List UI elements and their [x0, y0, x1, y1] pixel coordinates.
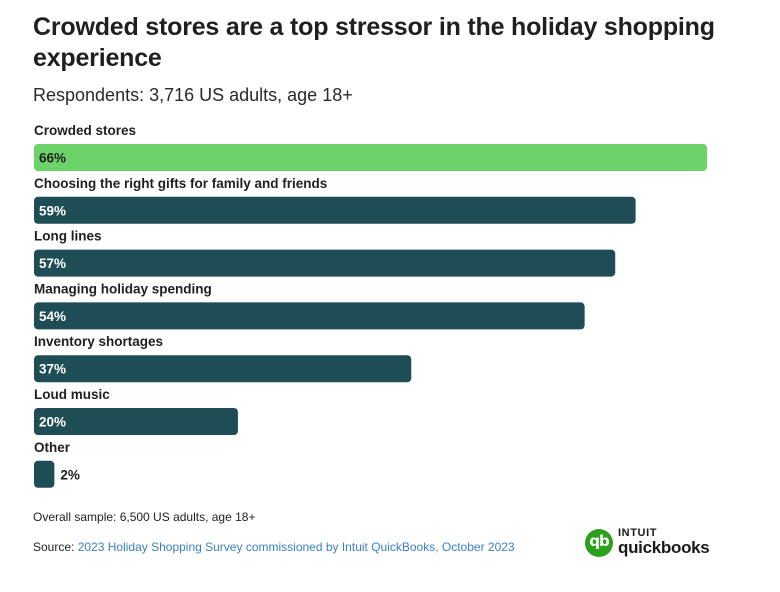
logo-mark: qb — [589, 532, 609, 550]
logo-intuit-text: INTUIT — [618, 527, 658, 539]
category-label: Loud music — [34, 387, 110, 402]
chart-title: Crowded stores are a top stressor in the… — [33, 13, 715, 72]
bar-chart: Crowded stores 66% Choosing the right gift… — [34, 123, 707, 488]
source-link[interactable]: 2023 Holiday Shopping Survey commissione… — [77, 540, 515, 554]
category-label: Crowded stores — [34, 123, 136, 138]
bar — [34, 355, 412, 383]
chart-subtitle: Respondents: 3,716 US adults, age 18+ — [33, 85, 353, 105]
value-label: 54% — [39, 309, 66, 324]
value-label: 37% — [39, 362, 66, 377]
logo-quickbooks-text: quickbooks — [618, 538, 710, 557]
bar — [34, 408, 238, 435]
value-label: 2% — [60, 467, 80, 482]
category-label: Long lines — [34, 229, 102, 244]
bar — [34, 302, 585, 330]
value-label: 57% — [39, 256, 66, 271]
category-label: Inventory shortages — [34, 334, 163, 349]
quickbooks-logo: qb INTUIT quickbooks — [585, 527, 720, 563]
bar — [34, 196, 636, 224]
category-label: Choosing the right gifts for family and … — [34, 176, 327, 191]
value-label: 20% — [39, 415, 66, 430]
value-label: 66% — [39, 151, 66, 166]
category-label: Managing holiday spending — [34, 281, 212, 296]
value-label: 59% — [39, 203, 66, 218]
bar — [34, 249, 616, 277]
source-prefix: Source: — [33, 540, 78, 554]
bar — [34, 460, 55, 488]
quickbooks-logo-icon: qb — [585, 529, 613, 557]
footnote: Overall sample: 6,500 US adults, age 18+ — [33, 510, 256, 524]
category-label: Other — [34, 440, 71, 455]
source-line: Source: 2023 Holiday Shopping Survey com… — [33, 540, 515, 554]
bar — [34, 144, 707, 171]
